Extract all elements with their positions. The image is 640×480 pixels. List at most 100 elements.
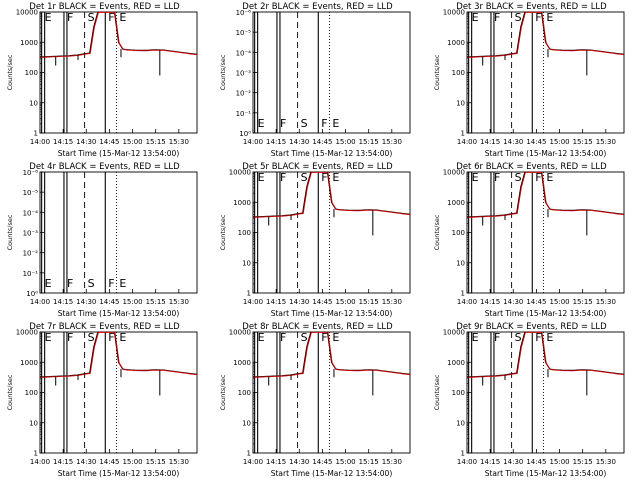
x-axis-label: Start Time (15-Mar-12 13:54:00): [485, 149, 607, 158]
plot-frame: [466, 11, 625, 134]
marker-label-e: E: [472, 11, 479, 24]
y-tick-label: 10000: [443, 9, 465, 17]
lld-series-line: [467, 171, 625, 218]
marker-label-f: F: [494, 11, 500, 24]
y-tick-label: 100: [452, 69, 465, 77]
y-tick-label: 1: [34, 130, 38, 138]
marker-label-f: F: [535, 171, 541, 184]
x-tick-label: 14:00: [243, 138, 263, 146]
y-tick-label: 10: [242, 419, 251, 427]
x-tick-label: 14:15: [53, 138, 73, 146]
marker-label-f: F: [321, 117, 327, 130]
y-tick-label: 10⁻²: [23, 250, 39, 258]
y-tick-label: 10⁻⁶: [236, 9, 252, 17]
x-tick-label: 14:15: [480, 298, 500, 306]
x-axis-label: Start Time (15-Mar-12 13:54:00): [271, 149, 393, 158]
x-tick-label: 14:45: [99, 138, 119, 146]
x-tick-label: 14:15: [266, 138, 286, 146]
x-tick-label: 14:30: [289, 138, 309, 146]
marker-label-f: F: [280, 171, 286, 184]
panel-title: Det 3r BLACK = Events, RED = LLD: [456, 2, 607, 12]
marker-label-s: S: [88, 331, 95, 344]
detector-panel-3: Det 3r BLACK = Events, RED = LLD Counts/s…: [433, 2, 625, 158]
x-tick-label: 14:30: [76, 298, 96, 306]
plot-frame: [466, 171, 625, 294]
x-tick-label: 14:30: [503, 458, 523, 466]
x-tick-label: 15:30: [169, 298, 189, 306]
panel-title: Det 5r BLACK = Events, RED = LLD: [242, 162, 393, 172]
x-axis-label: Start Time (15-Mar-12 13:54:00): [58, 469, 180, 478]
x-tick-label: 14:30: [503, 298, 523, 306]
y-axis-label: Counts/sec: [6, 54, 14, 90]
lld-series-line: [40, 331, 198, 378]
marker-label-f: F: [280, 117, 286, 130]
y-tick-label: 10000: [443, 329, 465, 337]
x-tick-label: 14:00: [243, 298, 263, 306]
marker-label-s: S: [301, 171, 308, 184]
panel-title: Det 8r BLACK = Events, RED = LLD: [242, 322, 393, 332]
plot-frame: [39, 171, 198, 294]
y-tick-label: 100: [452, 229, 465, 237]
marker-label-e: E: [546, 11, 553, 24]
y-tick-label: 10⁰: [239, 130, 251, 138]
y-tick-label: 1: [461, 450, 465, 458]
marker-label-f: F: [67, 11, 73, 24]
panel-title: Det 4r BLACK = Events, RED = LLD: [29, 162, 180, 172]
x-tick-label: 15:15: [146, 458, 166, 466]
panel-title: Det 7r BLACK = Events, RED = LLD: [29, 322, 180, 332]
y-tick-label: 100: [238, 389, 251, 397]
y-tick-label: 1: [34, 450, 38, 458]
x-tick-label: 15:15: [573, 138, 593, 146]
marker-label-f: F: [494, 171, 500, 184]
x-tick-label: 15:30: [596, 458, 616, 466]
marker-label-e: E: [45, 277, 52, 290]
y-tick-label: 10000: [229, 169, 251, 177]
marker-label-e: E: [45, 331, 52, 344]
x-tick-label: 14:15: [53, 458, 73, 466]
x-tick-label: 15:15: [359, 138, 379, 146]
y-tick-label: 10: [242, 259, 251, 267]
panel-title: Det 2r BLACK = Events, RED = LLD: [242, 2, 393, 12]
y-tick-label: 10000: [443, 169, 465, 177]
marker-label-s: S: [515, 171, 522, 184]
lld-series-line: [467, 11, 625, 58]
marker-label-e: E: [472, 331, 479, 344]
x-axis-label: Start Time (15-Mar-12 13:54:00): [58, 149, 180, 158]
y-axis-label: Counts/sec: [219, 54, 227, 90]
x-tick-label: 14:45: [526, 298, 546, 306]
x-tick-label: 14:45: [99, 298, 119, 306]
detector-panel-7: Det 7r BLACK = Events, RED = LLD Counts/s…: [6, 322, 198, 478]
marker-label-f: F: [321, 171, 327, 184]
detector-panel-8: Det 8r BLACK = Events, RED = LLD Counts/s…: [219, 322, 411, 478]
marker-label-f: F: [494, 331, 500, 344]
x-tick-label: 15:00: [122, 458, 142, 466]
marker-label-f: F: [108, 11, 114, 24]
x-axis-label: Start Time (15-Mar-12 13:54:00): [271, 309, 393, 318]
plot-frame: [252, 11, 411, 134]
y-tick-label: 10⁻³: [236, 70, 252, 78]
x-tick-label: 14:15: [53, 298, 73, 306]
panel-title: Det 1r BLACK = Events, RED = LLD: [29, 2, 180, 12]
marker-label-f: F: [67, 331, 73, 344]
plot-frame: [466, 331, 625, 454]
y-axis-label: Counts/sec: [433, 54, 441, 90]
marker-label-e: E: [546, 171, 553, 184]
y-tick-label: 10⁻⁴: [23, 209, 39, 217]
y-tick-label: 10: [456, 99, 465, 107]
x-tick-label: 15:00: [549, 458, 569, 466]
panel-title: Det 9r BLACK = Events, RED = LLD: [456, 322, 607, 332]
marker-label-e: E: [258, 331, 265, 344]
y-tick-label: 10000: [16, 329, 38, 337]
y-tick-label: 1000: [233, 359, 251, 367]
plot-frame: [39, 11, 198, 134]
x-tick-label: 14:30: [76, 138, 96, 146]
y-tick-label: 10: [29, 99, 38, 107]
y-tick-label: 10: [456, 259, 465, 267]
lld-series-line: [253, 171, 411, 218]
x-tick-label: 14:15: [266, 458, 286, 466]
x-tick-label: 15:00: [335, 298, 355, 306]
y-tick-label: 10⁻²: [236, 90, 252, 98]
marker-label-f: F: [321, 331, 327, 344]
marker-label-e: E: [119, 11, 126, 24]
marker-label-e: E: [332, 331, 339, 344]
